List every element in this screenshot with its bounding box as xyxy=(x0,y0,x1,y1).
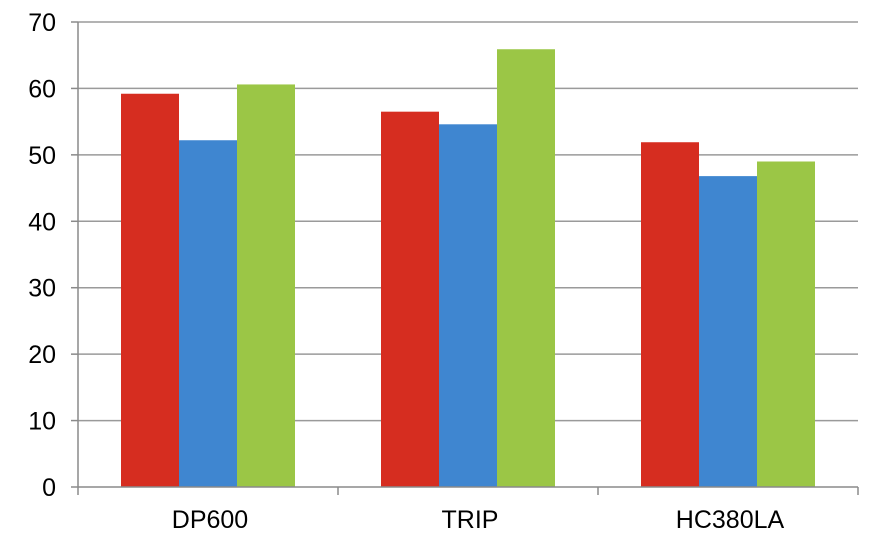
axes xyxy=(71,21,859,495)
y-tick-label: 70 xyxy=(28,9,56,37)
x-tick-label: DP600 xyxy=(172,506,248,534)
bar-hc380la-series-1 xyxy=(641,142,699,487)
bars xyxy=(121,49,815,488)
y-tick-label: 60 xyxy=(28,75,56,103)
bar-dp600-series-3 xyxy=(237,84,295,487)
y-tick-label: 10 xyxy=(28,408,56,436)
x-tick-label: HC380LA xyxy=(676,506,785,534)
bar-hc380la-series-3 xyxy=(757,161,815,487)
bar-trip-series-3 xyxy=(497,49,555,487)
bar-hc380la-series-2 xyxy=(699,176,757,487)
y-tick-label: 40 xyxy=(28,208,56,236)
y-tick-label: 0 xyxy=(42,474,56,502)
bar-trip-series-1 xyxy=(381,111,439,487)
bar-dp600-series-1 xyxy=(121,93,179,487)
x-tick-label: TRIP xyxy=(442,506,499,534)
tick-labels: 0 10 20 30 40 50 60 70 DP600 TRIP HC380LA xyxy=(28,9,784,534)
y-tick-label: 30 xyxy=(28,275,56,303)
bar-dp600-series-2 xyxy=(179,140,237,487)
y-tick-label: 20 xyxy=(28,341,56,369)
bar-trip-series-2 xyxy=(439,124,497,488)
y-tick-label: 50 xyxy=(28,142,56,170)
